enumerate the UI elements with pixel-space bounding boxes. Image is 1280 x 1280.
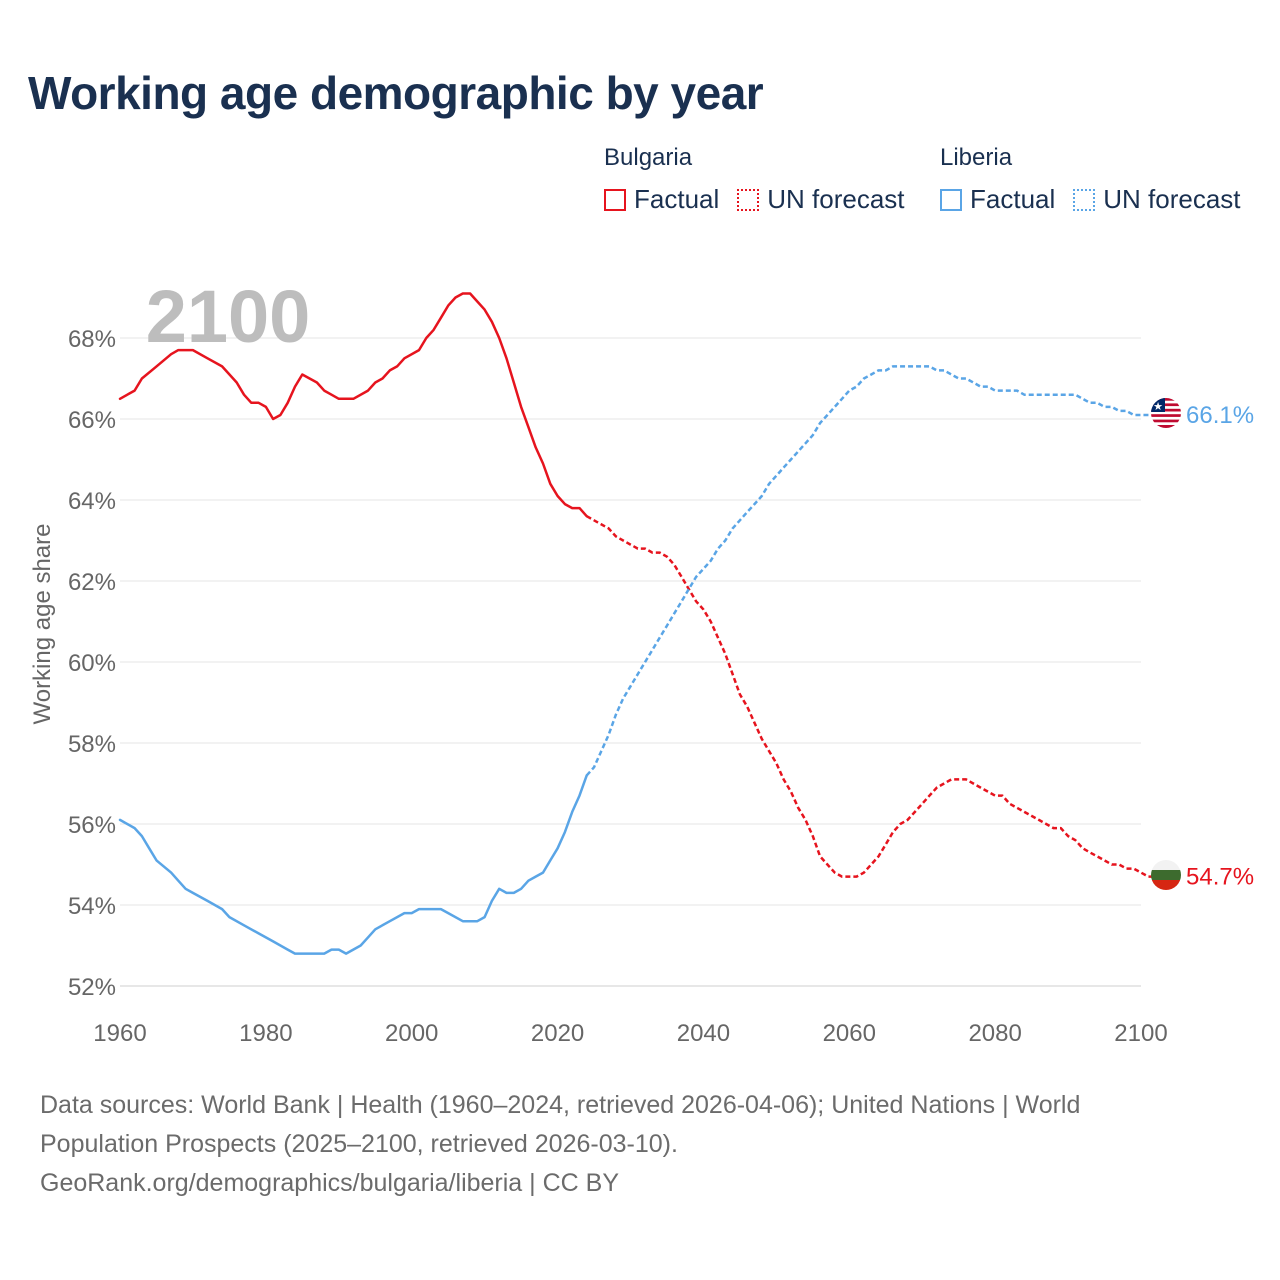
legend-bulgaria-name: Bulgaria bbox=[604, 144, 693, 171]
source-line-1: Data sources: World Bank | Health (1960–… bbox=[40, 1091, 1081, 1119]
x-tick-label: 1960 bbox=[93, 1020, 146, 1047]
legend-bulgaria: Bulgaria Factual UN forecast bbox=[604, 144, 905, 215]
x-tick-label: 1980 bbox=[239, 1020, 292, 1047]
bulgaria-flag-icon bbox=[1151, 860, 1181, 890]
legend-liberia: Liberia Factual UN forecast bbox=[940, 144, 1241, 215]
y-axis: 52% 54% 56% 58% 60% 62% 64% 66% 68% bbox=[68, 326, 116, 1001]
legend-bulgaria-forecast-swatch bbox=[737, 188, 760, 211]
legend-liberia-name: Liberia bbox=[940, 144, 1013, 171]
series-bulgaria-factual-line bbox=[118, 292, 588, 518]
y-tick-label: 54% bbox=[68, 893, 116, 920]
source-note: Data sources: World Bank | Health (1960–… bbox=[40, 1086, 1220, 1203]
line-chart: 52% 54% 56% 58% 60% 62% 64% 66% 68% 1960 1980 2000… bbox=[29, 275, 1254, 1047]
x-tick-label: 2020 bbox=[531, 1020, 584, 1047]
y-tick-label: 66% bbox=[68, 407, 116, 434]
legend-liberia-forecast[interactable]: UN forecast bbox=[1073, 184, 1241, 215]
y-tick-label: 60% bbox=[68, 650, 116, 677]
end-label-liberia: 66.1% bbox=[1186, 402, 1254, 429]
chart-title: Working age demographic by year bbox=[28, 67, 764, 119]
y-axis-title: Working age share bbox=[29, 524, 56, 725]
legend-bulgaria-forecast[interactable]: UN forecast bbox=[737, 184, 905, 215]
y-tick-label: 68% bbox=[68, 326, 116, 353]
x-tick-label: 2080 bbox=[968, 1020, 1021, 1047]
legend-bulgaria-forecast-label: UN forecast bbox=[767, 184, 905, 214]
series-bulgaria-forecast-line bbox=[586, 515, 1156, 878]
series-liberia-factual-line bbox=[118, 774, 588, 955]
svg-text:★: ★ bbox=[1153, 400, 1163, 413]
legend-liberia-forecast-label: UN forecast bbox=[1103, 184, 1241, 214]
legend-liberia-factual-label: Factual bbox=[970, 184, 1056, 214]
x-tick-label: 2100 bbox=[1114, 1020, 1167, 1047]
source-line-3[interactable]: GeoRank.org/demographics/bulgaria/liberi… bbox=[40, 1169, 620, 1197]
source-line-2: Population Prospects (2025–2100, retriev… bbox=[40, 1130, 678, 1158]
liberia-flag-icon: ★ bbox=[1151, 398, 1181, 428]
legend-bulgaria-factual-label: Factual bbox=[634, 184, 720, 214]
x-tick-label: 2060 bbox=[823, 1020, 876, 1047]
y-tick-label: 52% bbox=[68, 974, 116, 1001]
grid bbox=[120, 337, 1141, 987]
y-tick-label: 62% bbox=[68, 569, 116, 596]
x-tick-label: 2040 bbox=[677, 1020, 730, 1047]
x-tick-label: 2000 bbox=[385, 1020, 438, 1047]
legend-bulgaria-factual[interactable]: Factual bbox=[604, 184, 719, 215]
legend-liberia-factual[interactable]: Factual bbox=[940, 184, 1055, 215]
x-axis: 1960 1980 2000 2020 2040 2060 2080 2100 bbox=[93, 1020, 1167, 1047]
end-labels: 54.7% 66.1% bbox=[1186, 402, 1254, 891]
legend-liberia-forecast-swatch bbox=[1073, 188, 1096, 211]
y-tick-label: 56% bbox=[68, 812, 116, 839]
legend-liberia-factual-swatch bbox=[940, 188, 962, 211]
end-label-bulgaria: 54.7% bbox=[1186, 864, 1254, 891]
y-tick-label: 58% bbox=[68, 731, 116, 758]
year-watermark: 2100 bbox=[146, 275, 311, 358]
series-liberia-forecast-line bbox=[585, 365, 1156, 777]
series bbox=[118, 292, 1156, 955]
legend-bulgaria-factual-swatch bbox=[604, 188, 626, 211]
y-tick-label: 64% bbox=[68, 488, 116, 515]
